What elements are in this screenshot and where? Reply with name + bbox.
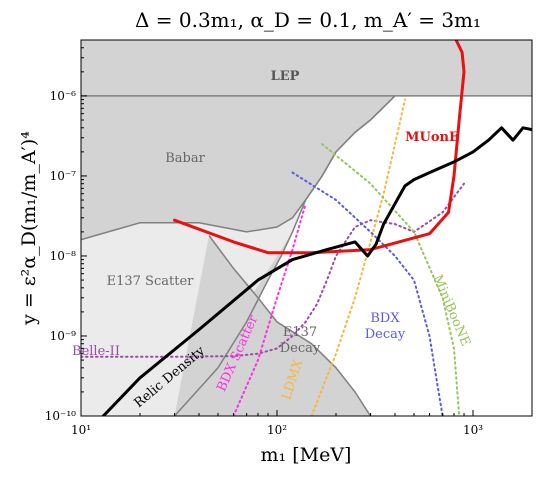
- bdx-decay-label: BDX Decay: [365, 311, 406, 342]
- plot-frame: [80, 39, 533, 417]
- ldmx-curve: [310, 98, 406, 416]
- bdx-scatter-curve: [232, 202, 307, 416]
- axis-ticks: 10¹ 10² 10³ 10⁻¹⁰ 10⁻⁹ 10⁻⁸ 10⁻⁷ 10⁻⁶: [45, 39, 533, 437]
- lep-label: LEP: [271, 69, 300, 84]
- belle-ii-label: Belle-II: [72, 344, 120, 359]
- babar-label: Babar: [165, 151, 205, 166]
- y-tick-label: 10⁻¹⁰: [45, 409, 76, 423]
- x-tick-label: 10¹: [71, 423, 91, 437]
- y-tick-label: 10⁻⁹: [50, 329, 77, 343]
- y-tick-label: 10⁻⁸: [50, 249, 77, 263]
- y-tick-label: 10⁻⁷: [50, 169, 77, 183]
- e137-scatter-boundary: [173, 95, 396, 416]
- projection-curves: [81, 40, 532, 416]
- muone-label: MUonE: [405, 130, 459, 145]
- e137-decay-label: E137 Decay: [280, 325, 321, 356]
- babar-region: [81, 40, 395, 416]
- relic-density-curve: [101, 126, 532, 416]
- bdx-decay-curve: [291, 171, 444, 416]
- chart-title: Δ = 0.3m₁, α_D = 0.1, m_A′ = 3m₁: [135, 8, 481, 32]
- e137-scatter-label: E137 Scatter: [107, 274, 195, 289]
- x-tick-label: 10³: [463, 423, 483, 437]
- y-tick-label: 10⁻⁶: [50, 89, 77, 103]
- x-axis-label: m₁ [MeV]: [261, 444, 352, 466]
- muone-curve: [173, 40, 466, 255]
- x-tick-label: 10²: [267, 423, 287, 437]
- excluded-regions: [81, 40, 532, 416]
- miniboone-curve: [321, 143, 461, 416]
- y-axis-label: y = ε²α_D(m₁/m_A′)⁴: [18, 131, 40, 326]
- belle-ii-curve: [81, 182, 465, 358]
- lep-region: [81, 40, 532, 96]
- e137-decay-region: [174, 231, 371, 416]
